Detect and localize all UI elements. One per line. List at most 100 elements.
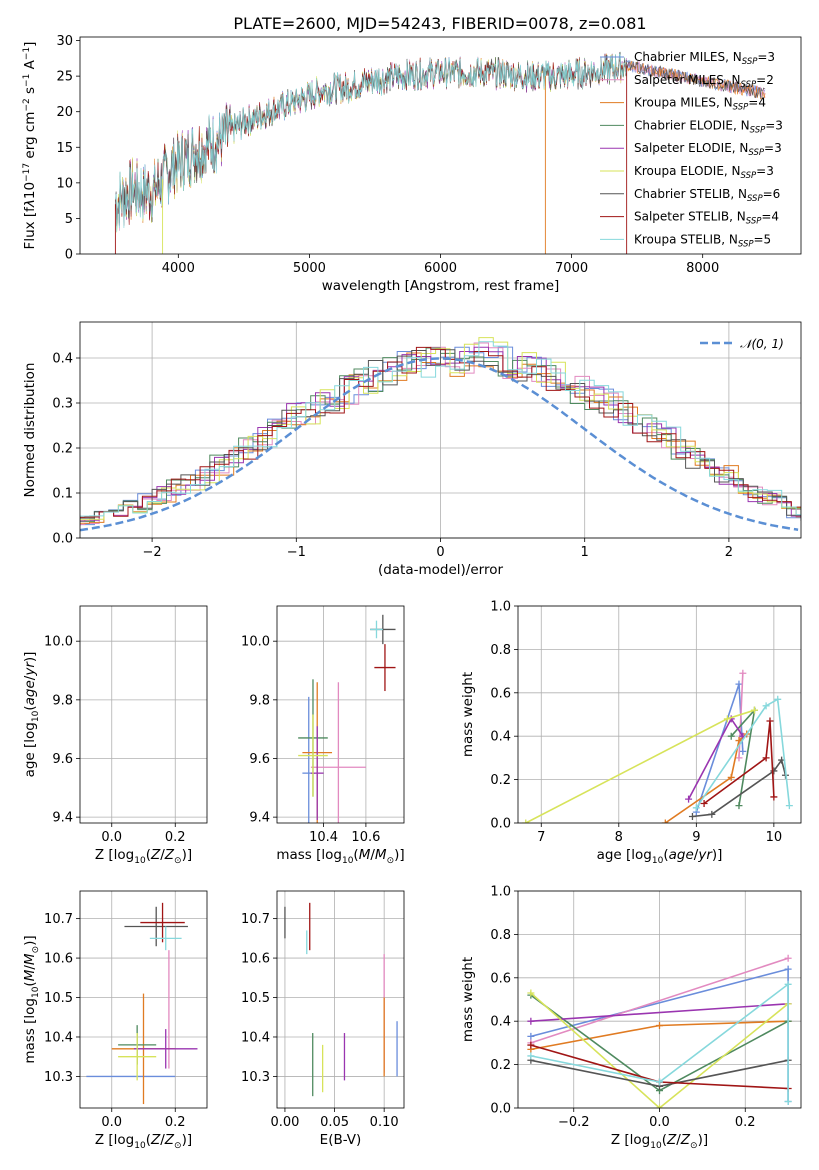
y-tick-label: 5 <box>65 212 73 227</box>
weight-marker <box>727 773 735 781</box>
histograms <box>80 337 801 532</box>
residual-histogram-panel: −2 −1 0 1 2 0.0 0.1 0.2 0.3 0.4 (data-model)/error… <box>22 321 802 578</box>
y-tick-label: 0.1 <box>52 487 73 502</box>
y-tick-label: 30 <box>56 34 73 49</box>
x-tick-label: 0.10 <box>370 1115 399 1130</box>
weight-marker <box>739 747 747 755</box>
legend-entry: Salpeter STELIB, NSSP=4 <box>634 210 779 227</box>
y-tick-label: 9.8 <box>52 693 73 708</box>
y-axis-label: mass weight <box>460 957 476 1042</box>
weight-marker <box>784 980 792 988</box>
x-tick-label: 8000 <box>686 261 719 276</box>
weight-line <box>695 698 791 809</box>
weight-line <box>530 957 789 1044</box>
weight-marker <box>735 680 743 688</box>
weight-marker <box>688 812 696 820</box>
legend-entry: Chabrier STELIB, NSSP=6 <box>634 187 780 204</box>
error-bars <box>298 614 396 823</box>
y-tick-label: 9.4 <box>52 811 73 826</box>
axes-frame <box>79 605 208 824</box>
weight-marker <box>685 795 693 803</box>
y-tick-label: 25 <box>56 70 73 85</box>
y-tick-label: 10.4 <box>241 1030 270 1045</box>
histogram-step <box>80 341 801 517</box>
error-bars <box>90 615 201 835</box>
mass-weight-vs-age-panel: 7 8 9 10 0.0 0.2 0.4 0.6 0.8 1.0 age [log10(age/yr… <box>460 600 802 866</box>
weight-marker <box>785 802 793 810</box>
y-tick-label: 10.3 <box>44 1070 73 1085</box>
y-tick-label: 0.6 <box>490 971 511 986</box>
weight-marker <box>739 669 747 677</box>
x-axis-label: wavelength [Angstrom, rest frame] <box>322 278 560 294</box>
y-axis-label: mass [log10(M/M⊙)] <box>22 935 41 1063</box>
x-axis-label: E(B-V) <box>320 1132 362 1148</box>
y-tick-label: 0.3 <box>52 397 73 412</box>
legend-entry: Salpeter MILES, NSSP=2 <box>634 73 774 90</box>
x-tick-label: 7 <box>537 830 545 845</box>
y-tick-label: 0.4 <box>490 730 511 745</box>
legend-entry: Chabrier ELODIE, NSSP=3 <box>634 118 783 135</box>
weight-lines <box>522 669 793 823</box>
histogram-step <box>80 346 801 518</box>
axes-frame <box>276 890 405 1109</box>
y-tick-label: 1.0 <box>490 885 511 900</box>
error-bars <box>284 902 398 1097</box>
y-axis-label: mass weight <box>460 672 476 757</box>
weight-marker <box>750 706 758 714</box>
x-tick-label: 0.00 <box>270 1115 299 1130</box>
y-tick-label: 15 <box>56 141 73 156</box>
y-tick-label: 10.6 <box>241 952 270 967</box>
y-tick-label: 10.5 <box>241 991 270 1006</box>
age-vs-mass-panel: 10.4 10.6 9.4 9.6 9.8 10.0 mass [log10(M/M⊙)] <box>241 605 405 866</box>
x-tick-label: 0.2 <box>165 830 186 845</box>
weight-marker <box>527 1032 535 1040</box>
y-tick-label: 10.5 <box>44 991 73 1006</box>
weight-marker <box>656 1078 663 1086</box>
x-tick-label: 0.0 <box>101 1115 122 1130</box>
y-tick-label: 0.2 <box>52 442 73 457</box>
weight-line <box>530 982 789 1102</box>
legend-entry: 𝒩(0, 1) <box>740 337 784 351</box>
spectrum-line <box>115 52 627 232</box>
y-tick-label: 0.0 <box>52 532 73 547</box>
x-axis-label: Z [log10(Z/Z⊙)] <box>95 1132 192 1151</box>
y-tick-label: 9.4 <box>249 811 270 826</box>
weight-marker <box>527 1017 535 1025</box>
spectrum-line <box>626 60 766 100</box>
x-tick-label: 1 <box>581 545 589 560</box>
x-tick-label: 2 <box>725 545 733 560</box>
mass-weight-vs-metallicity-panel: −0.2 0.0 0.2 0.0 0.2 0.4 0.6 0.8 1.0 Z [log10(Z/Z… <box>460 885 802 1151</box>
x-axis-label: age [log10(age/yr)] <box>597 847 723 866</box>
weight-line <box>525 709 755 823</box>
weight-marker <box>770 767 778 775</box>
error-bars <box>86 902 198 1105</box>
weight-marker <box>784 954 792 962</box>
axes-frame <box>79 321 802 539</box>
legend-entry: Chabrier MILES, NSSP=3 <box>634 50 775 67</box>
legend-entry: Kroupa MILES, NSSP=4 <box>634 96 766 113</box>
weight-marker <box>692 804 700 812</box>
weight-line <box>530 1003 789 1022</box>
y-tick-label: 0.8 <box>490 643 511 658</box>
weight-marker <box>723 715 731 723</box>
x-tick-label: 9 <box>692 830 700 845</box>
y-tick-label: 0.2 <box>490 1058 511 1073</box>
y-tick-label: 1.0 <box>490 600 511 615</box>
mass-vs-metallicity-panel: 0.0 0.2 10.3 10.4 10.5 10.6 10.7 Z [log10(Z/Z⊙)… <box>22 890 208 1151</box>
age-vs-metallicity-panel: 0.0 0.2 9.4 9.6 9.8 10.0 Z [log10(Z/Z⊙)] age [l… <box>22 605 208 866</box>
weight-marker <box>762 754 770 762</box>
x-tick-label: 0 <box>436 545 444 560</box>
x-axis-label: mass [log10(M/M⊙)] <box>276 847 404 866</box>
y-axis-label: Normed distribution <box>22 363 38 498</box>
y-tick-label: 20 <box>56 105 73 120</box>
y-axis-label: Flux [fλ10−17 erg cm−2 s−1 A−1] <box>22 42 38 250</box>
axes-frame <box>276 605 405 824</box>
x-tick-label: 10.4 <box>309 830 338 845</box>
weight-marker <box>774 695 782 703</box>
y-tick-label: 0.6 <box>490 686 511 701</box>
chart-title: PLATE=2600, MJD=54243, FIBERID=0078, z=0… <box>233 14 646 33</box>
histogram-step <box>80 347 801 523</box>
weight-marker <box>661 819 669 823</box>
x-tick-label: 0.2 <box>165 1115 186 1130</box>
